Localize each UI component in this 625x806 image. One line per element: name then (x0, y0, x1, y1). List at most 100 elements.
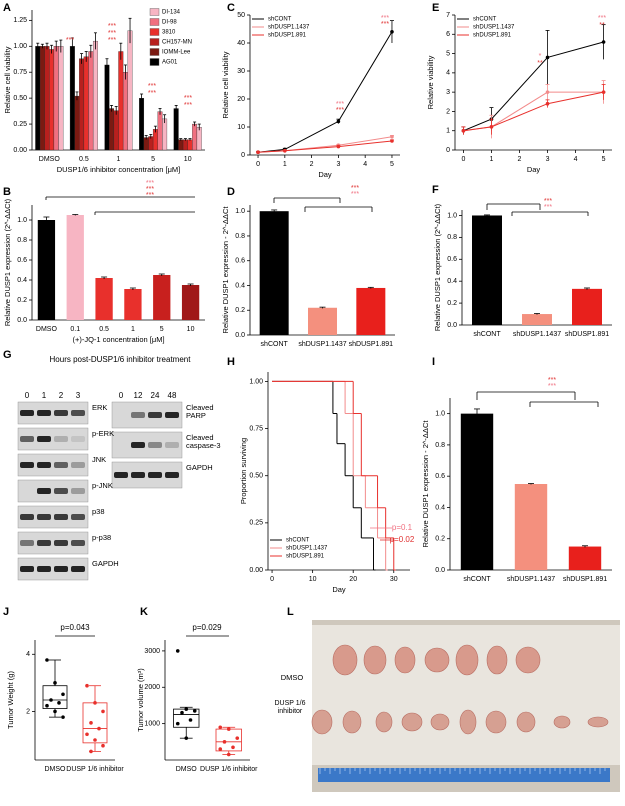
data-point (45, 658, 49, 662)
x-tick-label: DUSP 1/6 inhibitor (200, 766, 258, 773)
tumor (332, 644, 358, 676)
x-tick-label: shDUSP1.1437 (507, 576, 555, 583)
blot-strip (111, 431, 183, 459)
bar (39, 46, 45, 151)
bar (118, 51, 124, 151)
blot-band (165, 472, 179, 478)
bar (153, 275, 171, 320)
panel-letter: A (3, 2, 11, 14)
annotation: *** (146, 180, 154, 187)
bar (514, 484, 548, 570)
y-tick-label: 0.75 (249, 425, 263, 432)
blot-band (54, 540, 68, 546)
y-tick-label: 3000 (144, 648, 160, 655)
x-tick-label: 1 (283, 161, 287, 168)
y-tick-label: 0.2 (235, 307, 245, 314)
y-tick-label: 1.0 (17, 217, 27, 224)
y-axis-label: Tumor volume (m³) (136, 668, 145, 732)
tumor (375, 711, 393, 733)
bar (182, 139, 188, 151)
data-point (235, 736, 240, 740)
data-point (192, 709, 197, 713)
blot-band (37, 514, 51, 520)
y-tick-label: 0.0 (447, 322, 457, 329)
legend-label: shDUSP1.1437 (473, 25, 515, 31)
y-tick-label: 0.4 (17, 277, 27, 284)
blot-band (148, 472, 162, 478)
x-tick-label: DMSO (36, 326, 58, 333)
data-point (188, 718, 193, 722)
y-tick-label: 0.75 (13, 69, 27, 76)
x-tick-label: 0.1 (70, 326, 80, 333)
bar (66, 215, 84, 320)
bar (124, 289, 142, 320)
y-tick-label: 2 (26, 708, 30, 715)
blot-band (20, 514, 34, 520)
bar (162, 118, 168, 151)
y-tick-label: 1.00 (13, 43, 27, 50)
panel-letter: C (227, 2, 235, 14)
y-tick-label: 20 (237, 96, 245, 103)
bar (122, 72, 128, 151)
blot-band (71, 488, 85, 494)
blot-band (37, 488, 51, 494)
x-tick-label: 3 (546, 156, 550, 163)
bar (192, 123, 198, 151)
y-axis-label: Relative DUSP1 expression - 2^-ΔΔCt (221, 206, 230, 334)
x-tick-label: 4 (363, 161, 367, 168)
x-tick-label: 5 (390, 161, 394, 168)
bar (356, 287, 386, 335)
x-tick-label: 2 (518, 156, 522, 163)
bar (181, 285, 200, 320)
ruler (318, 768, 610, 782)
blot-band (54, 436, 68, 442)
x-tick-label: shDUSP1.1437 (298, 341, 346, 348)
x-tick-label: DMSO (176, 766, 198, 773)
y-tick-label: 1.00 (249, 378, 263, 385)
annotation: *** (351, 191, 359, 198)
panel-letter: D (227, 186, 235, 198)
y-tick-label: 0.8 (435, 442, 445, 449)
y-tick-label: 0.2 (17, 297, 27, 304)
x-tick-label: DMSO (45, 766, 67, 773)
annotation: *** (336, 107, 344, 114)
tumor (455, 644, 479, 676)
legend-swatch (149, 58, 160, 66)
data-point (601, 40, 606, 44)
bar (472, 215, 502, 325)
data-point (53, 681, 57, 685)
data-line (463, 91, 604, 132)
annotation: *** (184, 102, 192, 109)
y-tick-label: 1.0 (447, 212, 457, 219)
y-tick-label: 0.0 (235, 332, 245, 339)
data-line (463, 41, 604, 132)
annotation: *** (548, 383, 556, 390)
y-axis-label: Relative DUSP1 expression (2^-ΔΔCt) (433, 203, 442, 331)
x-tick-label: 1 (131, 326, 135, 333)
blot-strip (17, 427, 89, 451)
annotation: *** (548, 377, 556, 384)
tumor (587, 716, 609, 728)
x-tick-label: 2 (310, 161, 314, 168)
y-tick-label: 10 (237, 124, 245, 131)
lane-label: 2 (59, 391, 64, 400)
data-point (101, 709, 105, 714)
data-point (93, 738, 97, 742)
data-point (61, 692, 65, 697)
annotation: *** (148, 83, 156, 90)
protein-label: GAPDH (92, 559, 119, 568)
annotation: p=0.043 (60, 623, 90, 632)
x-tick-label: 3 (336, 161, 340, 168)
annotation: *** (381, 15, 389, 22)
blot-band (148, 412, 162, 418)
blot-band (131, 442, 145, 448)
blot-band (71, 566, 85, 572)
x-tick-label: 10 (187, 326, 195, 333)
bar (568, 546, 602, 570)
tumor (342, 710, 362, 734)
y-tick-label: 0.8 (235, 233, 245, 240)
y-tick-label: 0.6 (447, 256, 457, 263)
legend-label: CH157-MN (162, 40, 192, 46)
blot-band (37, 436, 51, 442)
y-tick-label: 40 (237, 40, 245, 47)
